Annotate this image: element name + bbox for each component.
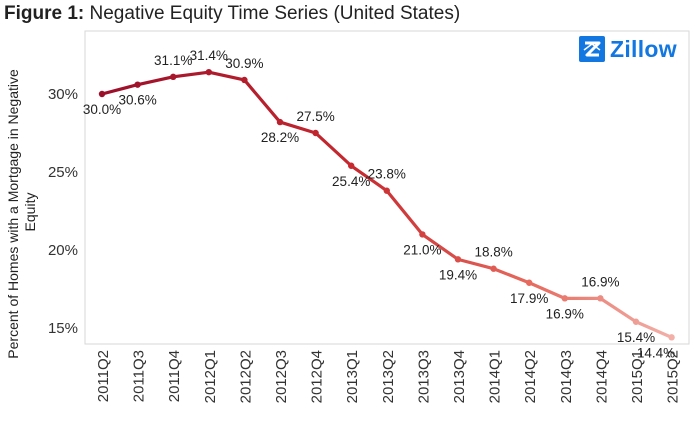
x-tick-label: 2013Q4	[451, 350, 468, 403]
data-label: 28.2%	[261, 130, 299, 145]
x-tick-label: 2014Q4	[593, 350, 610, 403]
x-tick-label: 2014Q2	[522, 350, 539, 403]
data-point	[454, 256, 462, 263]
data-label: 16.9%	[546, 306, 584, 321]
data-point	[134, 81, 141, 88]
zillow-logo: Zillow	[579, 36, 677, 62]
data-point	[597, 295, 604, 302]
data-point	[348, 162, 355, 169]
data-label: 16.9%	[581, 274, 619, 289]
data-point	[241, 76, 248, 84]
series-line-path	[101, 70, 673, 339]
x-tick-label: 2012Q3	[273, 350, 290, 403]
plot-area-border	[84, 30, 690, 345]
y-tick-label: 25%	[48, 164, 78, 181]
data-label: 31.4%	[190, 48, 228, 63]
series-line	[101, 70, 673, 339]
x-tick-label: 2014Q3	[558, 350, 575, 403]
data-point	[561, 295, 568, 302]
data-label: 23.8%	[368, 167, 406, 182]
data-point	[668, 334, 675, 341]
y-axis-label: Percent of Homes with a Mortgage in Nega…	[5, 65, 38, 358]
x-tick-label: 2015Q1	[629, 350, 646, 403]
x-tick-label: 2012Q4	[309, 350, 326, 403]
data-point	[170, 73, 177, 81]
data-label: 30.9%	[225, 56, 263, 71]
data-label: 30.0%	[83, 102, 121, 117]
data-point	[526, 279, 533, 286]
series-points	[98, 68, 675, 341]
data-label: 15.4%	[617, 330, 655, 345]
x-tick-label: 2015Q2	[665, 350, 682, 403]
x-tick-label: 2013Q2	[380, 350, 397, 403]
x-tick-label: 2013Q1	[344, 350, 361, 403]
x-tick-label: 2012Q2	[237, 350, 254, 403]
y-tick-label: 30%	[48, 86, 78, 103]
zillow-logo-text: Zillow	[610, 36, 677, 62]
data-label: 27.5%	[296, 109, 334, 124]
data-label: 30.6%	[118, 93, 156, 108]
figure-title-text: Negative Equity Time Series (United Stat…	[89, 3, 461, 24]
y-tick-label: 15%	[48, 320, 78, 337]
data-point	[490, 265, 497, 272]
x-tick-label: 2014Q1	[487, 350, 504, 403]
data-label: 14.4%	[637, 345, 675, 360]
data-point	[276, 118, 284, 126]
data-point	[383, 187, 390, 194]
x-tick-label: 2013Q3	[415, 350, 432, 403]
x-axis: 2011Q2 2011Q3 2011Q4 2012Q1 2012Q2 2012Q3 2012…	[95, 350, 682, 403]
data-labels: 30.0%30.6% 31.1%31.4%30.9% 28.2% 27.5% 25.4%…	[83, 48, 675, 360]
data-point	[98, 90, 106, 98]
data-label: 25.4%	[332, 174, 370, 189]
data-point	[632, 318, 640, 325]
figure-label: Figure 1:	[4, 3, 85, 24]
data-label: 31.1%	[154, 53, 192, 68]
data-label: 19.4%	[439, 267, 477, 282]
data-point	[312, 129, 319, 137]
x-tick-label: 2012Q1	[202, 350, 219, 403]
data-label: 21.0%	[403, 242, 441, 257]
x-tick-label: 2011Q4	[166, 350, 183, 402]
x-tick-label: 2011Q2	[95, 350, 112, 402]
x-tick-label: 2011Q3	[131, 350, 148, 402]
data-point	[419, 231, 426, 238]
zillow-z-icon	[579, 36, 605, 62]
data-label: 18.8%	[474, 245, 512, 260]
y-tick-label: 20%	[48, 242, 78, 259]
chart-title: Figure 1: Negative Equity Time Series (U…	[4, 3, 460, 25]
data-point	[205, 68, 212, 76]
y-axis: 15% 20% 25% 30%	[48, 86, 78, 337]
data-label: 17.9%	[510, 291, 548, 306]
